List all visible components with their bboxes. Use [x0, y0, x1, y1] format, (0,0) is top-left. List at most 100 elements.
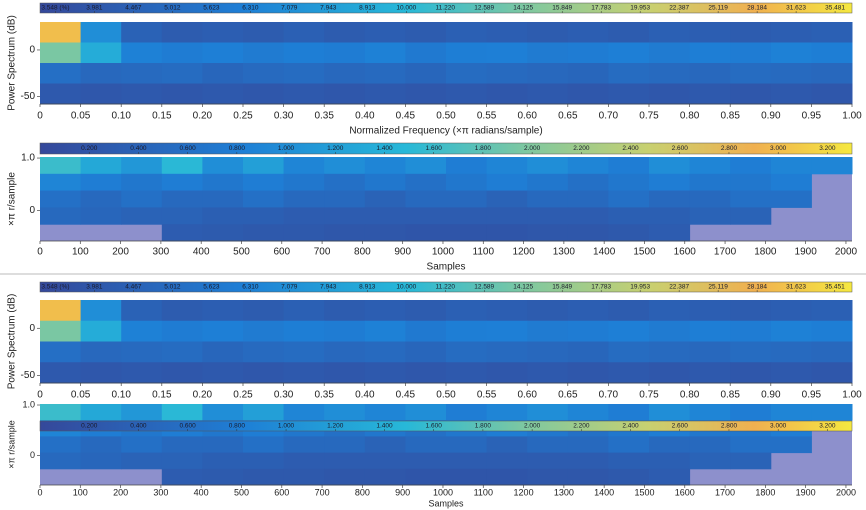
heatmap-cell [608, 468, 650, 486]
heatmap-cell [364, 42, 406, 64]
x-tick-label: 0.85 [720, 111, 740, 122]
x-tick-label: 2000 [836, 487, 856, 497]
heatmap-cell [730, 173, 772, 192]
heatmap-cell [446, 452, 488, 470]
heatmap-cell [80, 22, 122, 43]
heatmap-cell [324, 157, 366, 175]
x-tick-label: 1800 [755, 487, 775, 497]
x-tick-label: 0.45 [396, 390, 416, 401]
heatmap-cell [608, 42, 650, 64]
colorbar [39, 142, 853, 155]
heatmap-cell [405, 468, 447, 486]
heatmap-cell [324, 436, 366, 454]
heatmap-cell [730, 22, 772, 43]
heatmap-cell [770, 83, 812, 105]
heatmap-cell [283, 468, 325, 486]
heatmap-cell [243, 173, 285, 192]
heatmap-cell [283, 341, 325, 363]
x-tick-label: 2000 [835, 247, 858, 258]
colorbar-label: 11.220 [436, 284, 456, 291]
heatmap-cell [324, 42, 366, 64]
heatmap-cell [527, 224, 569, 242]
heatmap-cell [405, 436, 447, 454]
heatmap-cell [811, 320, 853, 342]
heatmap-cell [446, 224, 488, 242]
heatmap-cell [121, 173, 163, 192]
x-tick-label: 0.25 [233, 111, 253, 122]
heatmap-cell [649, 190, 691, 208]
heatmap-cell [649, 173, 691, 192]
heatmap-cell [405, 190, 447, 208]
y-axis-label: Power Spectrum (dB) [7, 15, 18, 111]
heatmap-cell [486, 190, 528, 208]
heatmap-cell [80, 320, 122, 342]
heatmap-cell [121, 207, 163, 225]
heatmap-cell [121, 83, 163, 105]
heatmap-cell [121, 341, 163, 363]
heatmap-cell [730, 404, 772, 421]
heatmap-cell [486, 63, 528, 84]
heatmap-cell [567, 436, 609, 454]
heatmap-cell [121, 452, 163, 470]
heatmap-cell [364, 207, 406, 225]
heatmap-cell [730, 300, 772, 322]
heatmap-cell [811, 22, 853, 43]
heatmap-cell [202, 157, 244, 175]
heatmap-cell [283, 404, 325, 421]
heatmap-cell [689, 190, 731, 208]
colorbar-label: 1.600 [426, 145, 443, 152]
heatmap-cell [161, 22, 203, 43]
heatmap-cell [446, 341, 488, 363]
heatmap-cell [364, 341, 406, 363]
heatmap-cell [689, 157, 731, 175]
colorbar-label: 3.200 [819, 423, 836, 430]
heatmap-cell [202, 362, 244, 384]
heatmap-cell [324, 468, 366, 486]
heatmap-cell [161, 362, 203, 384]
heatmap-cell [567, 207, 609, 225]
colorbar-label: 17.783 [591, 5, 611, 12]
x-tick-label: 1300 [553, 247, 576, 258]
heatmap-cell [770, 404, 812, 421]
y-axis-label: ×π r/sample [7, 172, 18, 226]
colorbar-label: 12.589 [474, 284, 494, 291]
heatmap-cell [770, 173, 812, 192]
heatmap-cell [486, 83, 528, 105]
heatmap-cell [324, 452, 366, 470]
heatmap-cell [689, 300, 731, 322]
heatmap-cell [649, 224, 691, 242]
colorbar-label: 1.000 [278, 423, 295, 430]
x-tick-label: 1500 [633, 247, 656, 258]
heatmap-cell [649, 22, 691, 43]
heatmap-cell [121, 404, 163, 421]
y-tick-label: 1.0 [21, 153, 35, 164]
heatmap-cell [283, 190, 325, 208]
x-tick-label: 0.35 [314, 390, 334, 401]
heatmap-cell [689, 341, 731, 363]
heatmap-cell [324, 224, 366, 242]
heatmap-cell [121, 157, 163, 175]
colorbar-label: 31.623 [786, 5, 806, 12]
heatmap-cell [324, 173, 366, 192]
heatmap-cell [161, 207, 203, 225]
heatmap-cell [364, 63, 406, 84]
heatmap-cell [811, 83, 853, 105]
heatmap-cell [40, 42, 82, 64]
heatmap-cell [202, 320, 244, 342]
heatmap-cell [161, 404, 203, 421]
heatmap-cell [121, 436, 163, 454]
heatmap-cell [80, 42, 122, 64]
heatmap-cell [283, 362, 325, 384]
heatmap-cell [567, 224, 609, 242]
x-tick-label: 1600 [674, 247, 697, 258]
heatmap-cell [80, 341, 122, 363]
heatmap-cell [770, 42, 812, 64]
x-tick-label: 0 [37, 487, 42, 497]
heatmap-cell [161, 452, 203, 470]
heatmap-cell [730, 452, 772, 470]
heatmap-cell [567, 341, 609, 363]
x-tick-label: 800 [354, 247, 371, 258]
heatmap-cell [567, 468, 609, 486]
heatmap-cell [649, 341, 691, 363]
heatmap-cell [364, 157, 406, 175]
